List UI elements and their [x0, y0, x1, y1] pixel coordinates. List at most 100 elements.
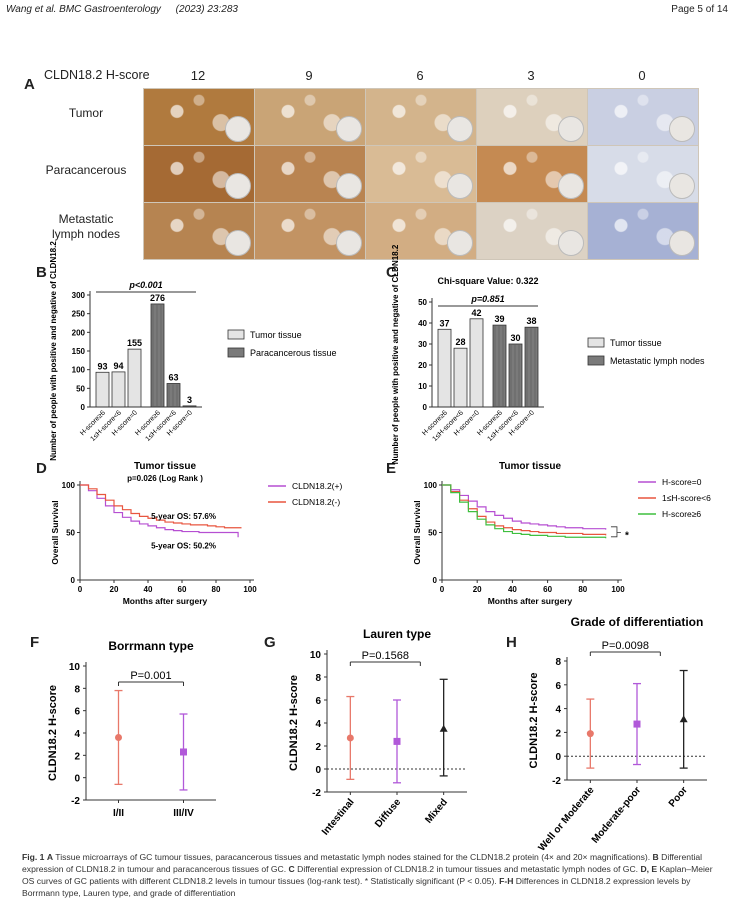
caption-b-text: Differential expression of CLDN18.2 in t… [22, 852, 703, 874]
legend-label: H-score≥6 [662, 509, 701, 519]
significance-label: p=0.851 [470, 294, 504, 304]
legend-swatch [587, 355, 605, 366]
tissue-inset [669, 116, 695, 142]
tissue-inset [447, 173, 473, 199]
tissue-image [254, 145, 366, 203]
bar [453, 347, 468, 408]
y-axis-label: CLDN18.2 H-score [47, 685, 59, 781]
y-tick-label: 10 [418, 382, 427, 391]
survival-chart-d: 0 50 100 0 20 40 60 80 100 Months after surgery Ov… [50, 461, 342, 606]
row-label-1: Paracancerous [45, 163, 127, 177]
page-number: Page 5 of 14 [671, 4, 728, 15]
survival-curve [442, 484, 607, 530]
errorbar-chart-f: Borrmann type -2 0 2 4 6 8 10 CLDN18.2 H-score I/… [47, 639, 216, 819]
y-axis-label: Number of people with positive and negat… [49, 241, 58, 461]
bar-value-label: 63 [168, 372, 178, 382]
tissue-image [143, 202, 255, 260]
legend-label: Paracancerous tissue [250, 348, 337, 358]
y-tick-label: 6 [315, 696, 321, 707]
y-tick-label: 2 [315, 742, 321, 753]
mean-marker [679, 715, 688, 723]
row-label-2: Metastatic lymph nodes [51, 212, 121, 241]
y-tick-label: 4 [315, 719, 321, 730]
y-tick-label: 50 [428, 529, 437, 538]
caption-fig-label: Fig. 1 [22, 852, 45, 862]
x-tick-label: 60 [543, 585, 552, 594]
x-tick-label: 20 [110, 585, 119, 594]
bar-value-label: 30 [510, 333, 520, 343]
panel-d-letter: D [36, 460, 47, 477]
bar-value-label: 37 [439, 318, 449, 328]
chart-title: Lauren type [363, 627, 431, 641]
panel-e-letter: E [386, 460, 397, 477]
os-annotation: 5-year OS: 57.6% [151, 512, 216, 521]
x-tick-label: Poor [667, 785, 690, 810]
y-tick-label: 2 [555, 728, 561, 739]
significance-label: * [625, 530, 629, 541]
caption-fh-letter: F-H [499, 876, 514, 886]
legend-label: Tumor tissue [250, 330, 302, 340]
x-tick-label: Moderate-poor [590, 785, 643, 846]
y-tick-label: 6 [555, 681, 561, 692]
y-tick-label: 4 [74, 729, 80, 740]
y-tick-label: 250 [72, 310, 86, 319]
legend-swatch [227, 329, 245, 340]
score-column-0: 0 [638, 68, 646, 83]
y-axis-label: Overall Survival [50, 500, 60, 564]
significance-label: P=0.001 [130, 670, 171, 682]
x-tick-label: Diffuse [373, 797, 403, 830]
tissue-image [587, 202, 699, 260]
significance-label: P=0.0098 [602, 640, 649, 652]
significance-label: P=0.1568 [362, 650, 409, 662]
legend-label: Metastatic lymph nodes [610, 356, 705, 366]
bar [469, 318, 484, 408]
x-tick-label: 20 [473, 585, 482, 594]
x-tick-label: I/II [113, 808, 124, 819]
chart-title: Tumor tissue [134, 461, 196, 472]
tissue-image [476, 88, 588, 146]
y-tick-label: 0 [315, 765, 321, 776]
tissue-inset [669, 173, 695, 199]
tissue-inset [558, 173, 584, 199]
x-axis-label: Months after surgery [123, 596, 208, 606]
x-tick-label: 100 [611, 585, 625, 594]
y-tick-label: 6 [74, 707, 80, 718]
survival-curve [80, 484, 242, 529]
mean-marker [180, 748, 187, 756]
tissue-inset [558, 116, 584, 142]
legend-swatch [227, 347, 245, 358]
bar-value-label: 38 [526, 316, 536, 326]
bar-value-label: 42 [471, 308, 481, 318]
bar-value-label: 28 [455, 337, 465, 347]
score-column-3: 3 [527, 68, 535, 83]
tissue-inset [558, 230, 584, 256]
y-axis-label: Number of people with positive and negat… [391, 244, 400, 464]
y-tick-label: 20 [418, 361, 427, 370]
mean-marker [586, 730, 594, 738]
y-tick-label: 150 [72, 347, 86, 356]
x-tick-label: Mixed [423, 797, 450, 826]
tissue-inset [225, 116, 251, 142]
bar [127, 348, 142, 408]
caption-a-text: Tissue microarrays of GC tumour tissues,… [55, 852, 651, 862]
y-tick-label: 4 [555, 705, 561, 716]
x-tick-label: 0 [440, 585, 445, 594]
tissue-image [365, 88, 477, 146]
mean-marker [439, 724, 448, 732]
panel-g-letter: G [264, 634, 276, 651]
tissue-image [476, 145, 588, 203]
bar-value-label: 39 [494, 314, 504, 324]
chart-title: Grade of differentiation [571, 615, 704, 629]
y-tick-label: -2 [312, 788, 321, 799]
legend-swatch [587, 337, 605, 348]
significance-label: p<0.001 [128, 280, 162, 290]
legend-label: CLDN18.2(+) [292, 481, 342, 491]
x-tick-label: 80 [578, 585, 587, 594]
score-column-9: 9 [305, 68, 313, 83]
bar [111, 371, 126, 408]
panel-c-letter: C [386, 264, 397, 281]
mean-marker [633, 720, 641, 728]
tissue-image [476, 202, 588, 260]
caption-c-letter: C [288, 864, 295, 874]
y-tick-label: 8 [74, 684, 80, 695]
